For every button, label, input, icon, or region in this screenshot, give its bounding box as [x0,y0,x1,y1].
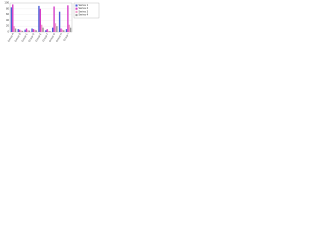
x-tick-label: Group I [63,33,70,42]
bar [49,31,51,32]
bar [54,23,57,32]
bar [46,29,48,32]
bar [10,7,13,32]
bar [41,24,43,32]
x-tick-label: Group G [49,33,57,43]
x-tick-label: Group F [42,32,50,42]
x-tick-label: Group B [14,32,22,42]
bar [42,27,44,32]
x-tick-label: Group E [35,32,43,42]
bar [13,26,15,32]
y-tick-label: 60 [6,13,10,16]
bar [34,29,36,32]
chart: 0 20 40 60 80 100 Group A Group B Group C Group D… [4,2,100,43]
bar [32,29,35,32]
bar [39,8,41,33]
y-tick-label: 20 [6,25,10,28]
bar [31,28,33,32]
legend-label: Series 3 [79,10,89,13]
bar [35,30,37,32]
bar [20,30,22,32]
bar [18,29,21,32]
bar [45,30,47,32]
bar [38,5,40,33]
bar [21,30,24,32]
bar [68,24,70,32]
x-tick-label: Group C [21,32,29,42]
bar [52,27,54,32]
bar [27,30,29,32]
x-tick-label: Group D [28,33,36,43]
legend-box [73,2,100,19]
x-tick-label: Group H [55,33,63,43]
bar [17,29,19,32]
legend-label: Series 2 [79,7,89,10]
y-tick-label: 40 [6,19,10,22]
legend-swatch [75,10,78,13]
y-tick-label: 0 [7,31,9,34]
legend-label: Series 1 [79,4,89,7]
bar [12,4,14,32]
y-tick-label: 100 [4,2,9,5]
x-tick-label: Group A [7,32,15,42]
legend-swatch [75,4,78,7]
legend-swatch [75,7,78,10]
bar [67,5,69,33]
bar [65,29,68,32]
bar [63,30,65,32]
bar [61,29,64,32]
legend-label: Series 4 [79,14,89,17]
bar [28,30,30,32]
bar [14,28,17,32]
bar [24,29,26,32]
bar [53,6,55,33]
bar [25,28,28,32]
legend-swatch [75,14,78,17]
bar [60,28,62,32]
bar [58,11,61,32]
y-tick-label: 80 [6,7,10,10]
bar [69,27,72,32]
bar [47,30,50,32]
bar [56,26,58,32]
